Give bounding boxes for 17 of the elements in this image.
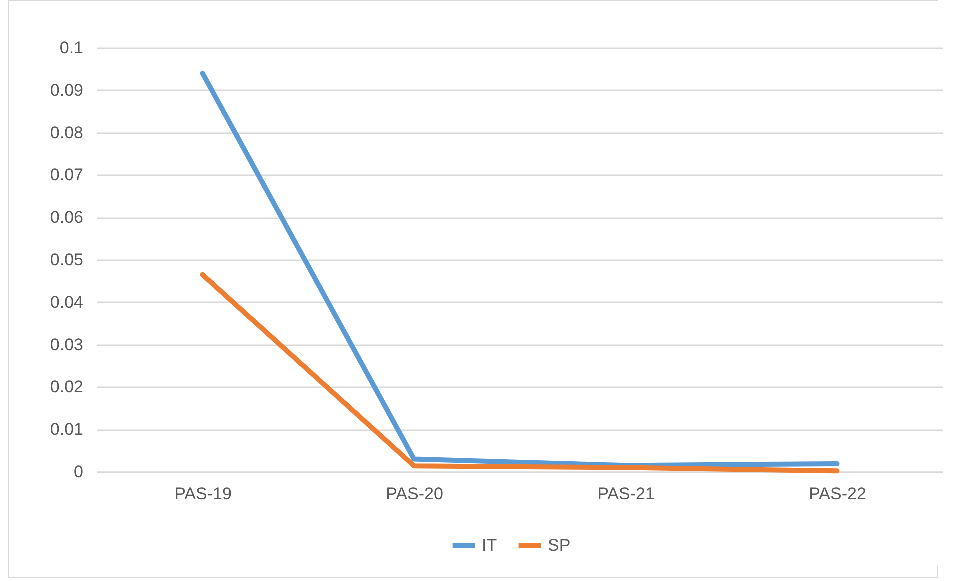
x-tick-label: PAS-19	[174, 484, 232, 504]
y-tick-label: 0.03	[50, 335, 84, 354]
y-tick-label: 0.09	[50, 80, 84, 100]
legend-label: IT	[482, 536, 498, 555]
y-tick-label: 0.05	[50, 250, 84, 270]
x-tick-label: PAS-21	[598, 484, 655, 504]
x-tick-label: PAS-20	[386, 484, 444, 504]
y-tick-label: 0.07	[50, 166, 84, 185]
y-tick-label: 0.04	[50, 292, 84, 312]
y-tick-label: 0.02	[50, 378, 84, 397]
x-tick-label: PAS-22	[809, 484, 866, 504]
y-tick-label: 0	[74, 462, 84, 482]
y-tick-label: 0.01	[50, 420, 84, 440]
y-tick-label: 0.06	[50, 208, 84, 228]
y-tick-label: 0.1	[60, 38, 84, 58]
y-tick-label: 0.08	[50, 123, 84, 142]
legend-label: SP	[548, 536, 571, 555]
